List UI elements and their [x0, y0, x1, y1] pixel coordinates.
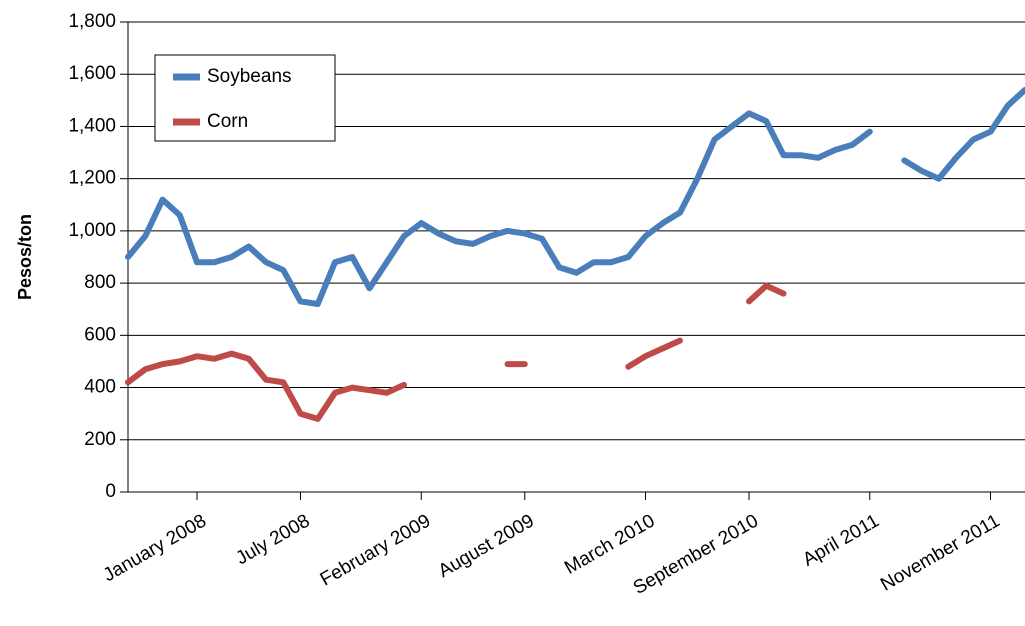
y-axis-title: Pesos/ton	[15, 214, 35, 300]
y-tick-label: 600	[84, 324, 116, 345]
legend-label: Soybeans	[207, 66, 292, 87]
y-tick-label: 1,000	[68, 220, 116, 241]
x-tick-label: August 2009	[435, 510, 538, 582]
y-tick-label: 200	[84, 429, 116, 450]
y-tick-label: 0	[105, 481, 116, 502]
x-tick-label: November 2011	[877, 510, 1003, 595]
series-line	[128, 286, 818, 419]
series-line	[125, 86, 1025, 307]
x-tick-label: February 2009	[317, 510, 435, 590]
y-tick-label: 1,200	[68, 168, 116, 189]
legend-box	[154, 54, 336, 142]
legend-label: Corn	[207, 111, 248, 132]
x-tick-label: April 2011	[799, 510, 882, 570]
y-tick-label: 1,400	[68, 115, 116, 136]
x-tick-label: March 2010	[561, 510, 658, 578]
y-tick-label: 1,800	[68, 11, 116, 32]
x-tick-label: January 2008	[100, 510, 210, 586]
y-tick-label: 800	[84, 272, 116, 293]
y-tick-label: 1,600	[68, 63, 116, 84]
y-tick-label: 400	[84, 377, 116, 398]
x-tick-label: July 2008	[233, 510, 314, 569]
